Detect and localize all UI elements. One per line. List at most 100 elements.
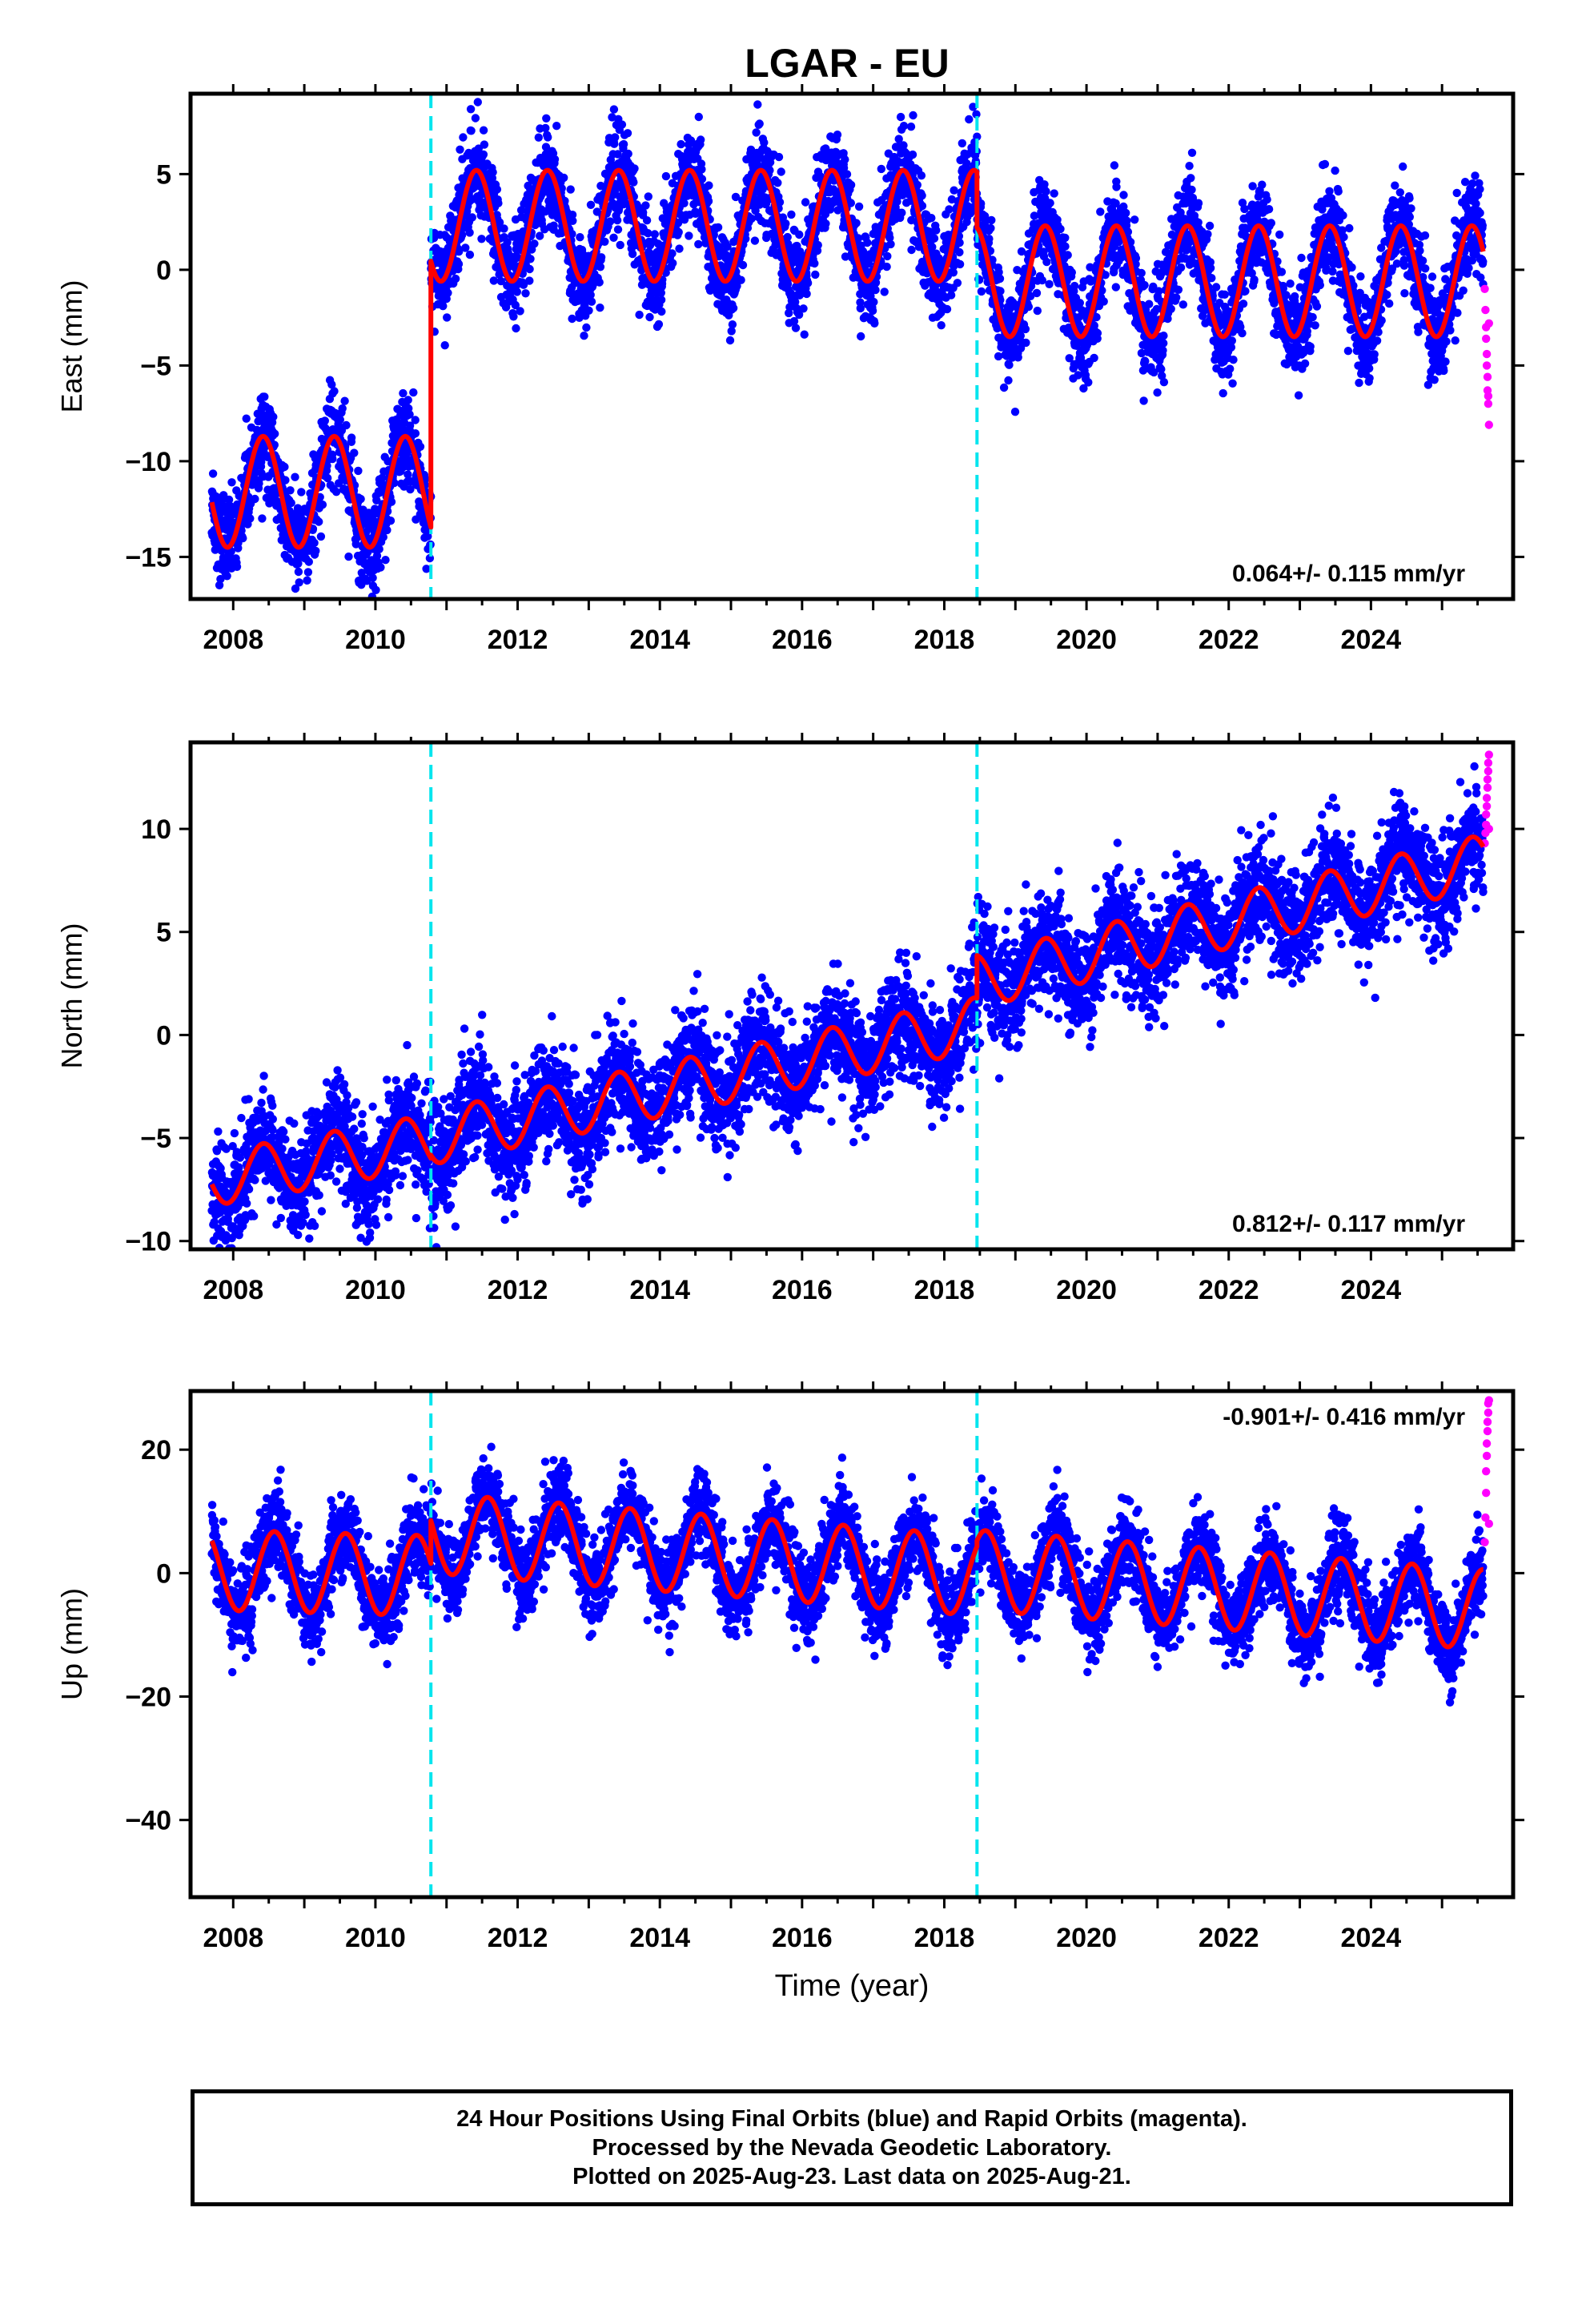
data-point <box>265 499 274 508</box>
data-point <box>907 245 916 255</box>
data-point <box>473 98 482 107</box>
data-point <box>310 538 319 548</box>
data-point <box>291 584 300 593</box>
data-point <box>224 495 234 505</box>
data-point <box>327 380 336 389</box>
data-point <box>657 307 666 316</box>
data-point <box>987 215 996 225</box>
data-point <box>500 224 508 233</box>
data-point <box>461 243 470 252</box>
data-point <box>853 234 863 243</box>
data-point <box>846 180 856 190</box>
data-point <box>909 111 917 120</box>
data-point <box>451 274 460 283</box>
data-point <box>1050 189 1058 198</box>
data-point <box>1159 332 1168 340</box>
data-point <box>1056 224 1065 234</box>
data-point <box>1022 338 1030 348</box>
data-point <box>411 416 420 424</box>
data-point <box>280 462 289 472</box>
data-point <box>1207 274 1216 283</box>
data-point <box>494 199 503 207</box>
data-point <box>291 472 299 481</box>
data-point <box>917 171 926 180</box>
data-point <box>813 240 822 250</box>
data-point <box>985 235 994 243</box>
data-point <box>525 276 534 285</box>
data-point <box>857 332 865 341</box>
data-point <box>405 410 414 419</box>
data-point <box>616 240 624 250</box>
data-point <box>854 202 864 211</box>
data-point <box>1070 281 1079 291</box>
data-point <box>242 414 251 423</box>
data-point <box>999 383 1009 392</box>
data-point <box>584 306 593 315</box>
data-point <box>755 119 764 128</box>
data-point <box>465 228 474 237</box>
data-point <box>1024 302 1034 312</box>
data-point <box>294 567 303 577</box>
data-point <box>880 287 889 296</box>
data-point <box>1045 279 1054 288</box>
data-point <box>617 120 627 129</box>
data-point <box>863 238 872 247</box>
data-point <box>1130 215 1139 224</box>
data-point <box>1061 242 1070 251</box>
data-point <box>576 233 584 242</box>
data-point <box>550 155 560 164</box>
data-point <box>443 313 452 322</box>
data-point <box>465 250 475 259</box>
data-point <box>459 133 468 142</box>
data-point <box>595 278 604 287</box>
data-point <box>344 552 353 561</box>
data-point <box>697 165 706 174</box>
data-point <box>656 296 666 304</box>
data-point <box>1110 161 1119 170</box>
data-point <box>1153 388 1162 397</box>
data-point <box>942 304 952 314</box>
data-point <box>549 221 558 230</box>
data-point <box>605 217 615 226</box>
data-point <box>1172 293 1181 302</box>
data-point <box>612 215 622 225</box>
data-point <box>315 517 323 526</box>
data-point <box>1140 280 1149 290</box>
data-point <box>946 291 956 300</box>
data-point <box>1248 182 1257 191</box>
data-point <box>587 297 596 306</box>
data-point <box>654 320 664 329</box>
data-point <box>1111 283 1121 292</box>
data-point <box>842 170 852 179</box>
data-point <box>323 473 332 483</box>
data-point <box>977 287 986 296</box>
data-point <box>1258 180 1267 189</box>
data-point <box>1042 257 1051 267</box>
data-point <box>753 100 762 109</box>
data-point <box>1227 336 1237 345</box>
data-point <box>455 247 464 256</box>
data-point <box>1176 263 1186 272</box>
data-point <box>1099 297 1108 306</box>
data-point <box>674 227 683 237</box>
data-point <box>335 415 344 424</box>
data-point <box>661 171 671 181</box>
data-point <box>906 123 916 131</box>
data-point <box>777 167 785 176</box>
data-point <box>376 563 385 572</box>
data-point <box>958 139 967 148</box>
data-point <box>516 307 524 316</box>
data-point <box>354 466 363 476</box>
data-point <box>623 129 632 138</box>
data-point <box>586 200 596 209</box>
data-point <box>852 219 861 227</box>
data-point <box>526 255 535 263</box>
data-point <box>737 275 745 284</box>
data-point <box>1229 356 1238 364</box>
data-point <box>330 387 339 396</box>
data-point <box>1061 233 1070 243</box>
data-point <box>371 585 380 594</box>
data-point <box>995 274 1005 283</box>
data-point <box>457 231 467 239</box>
data-point <box>1263 195 1271 204</box>
